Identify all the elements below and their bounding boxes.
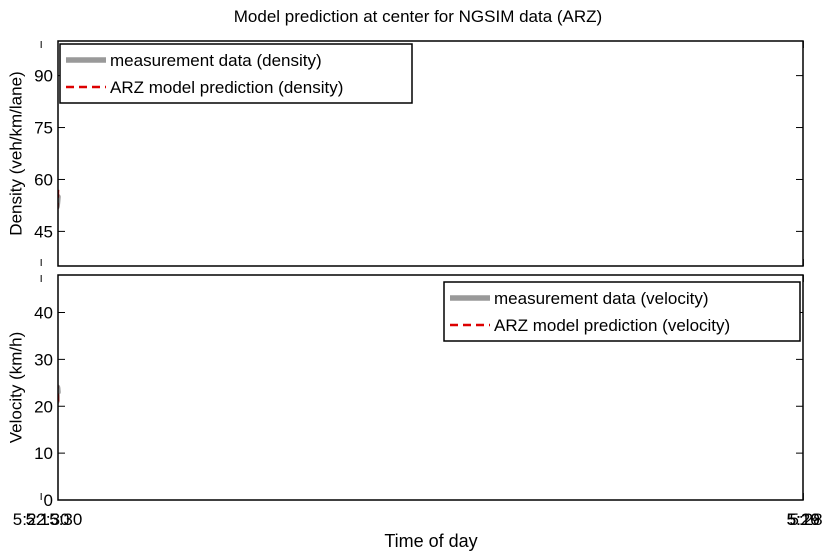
x-axis-label: Time of day (384, 531, 477, 551)
density-legend-label: ARZ model prediction (density) (110, 78, 343, 97)
x-tick-label: 5:28 (789, 510, 822, 529)
velocity-y-tick-label: 30 (34, 350, 53, 369)
density-legend-box (59, 43, 413, 104)
x-tick-label: 5:15:30 (26, 510, 83, 529)
velocity-legend-box (443, 281, 801, 342)
density-y-tick-label: 60 (34, 170, 53, 189)
density-legend: measurement data (density) ARZ model pred… (59, 43, 413, 104)
density-y-axis-label: Density (veh/km/lane) (7, 71, 26, 235)
density-legend-label: measurement data (density) (110, 51, 322, 70)
x-axis-tick-labels: 5:15:30 5:19 5:22:30 5:265:28 (13, 510, 823, 529)
density-axis-ticks: 45 60 75 90 (34, 41, 804, 266)
velocity-y-axis-label: Velocity (km/h) (7, 332, 26, 443)
velocity-y-tick-label: 10 (34, 444, 53, 463)
velocity-axes-frame (57, 274, 804, 501)
x-tick-label: 5:22:30 (13, 510, 70, 529)
velocity-y-tick-label: 20 (34, 397, 53, 416)
velocity-legend-label: ARZ model prediction (velocity) (494, 316, 730, 335)
density-y-tick-label: 45 (34, 222, 53, 241)
figure-title: Model prediction at center for NGSIM dat… (234, 7, 602, 26)
velocity-panel: 0 10 20 30 40 Velocity (km/h) measurement da… (7, 274, 804, 510)
density-y-tick-label: 90 (34, 67, 53, 86)
x-tick-label: 5:26 (787, 510, 820, 529)
velocity-y-tick-label: 0 (44, 491, 53, 510)
x-tick-label: 5:19 (787, 510, 820, 529)
velocity-y-tick-label: 40 (34, 304, 53, 323)
velocity-legend: measurement data (velocity) ARZ model pre… (443, 281, 801, 342)
density-y-tick-label: 75 (34, 119, 53, 138)
density-axes-frame (57, 40, 804, 267)
velocity-legend-label: measurement data (velocity) (494, 289, 708, 308)
density-panel: 45 60 75 90 Density (veh/km/lane) measureme… (7, 40, 804, 267)
